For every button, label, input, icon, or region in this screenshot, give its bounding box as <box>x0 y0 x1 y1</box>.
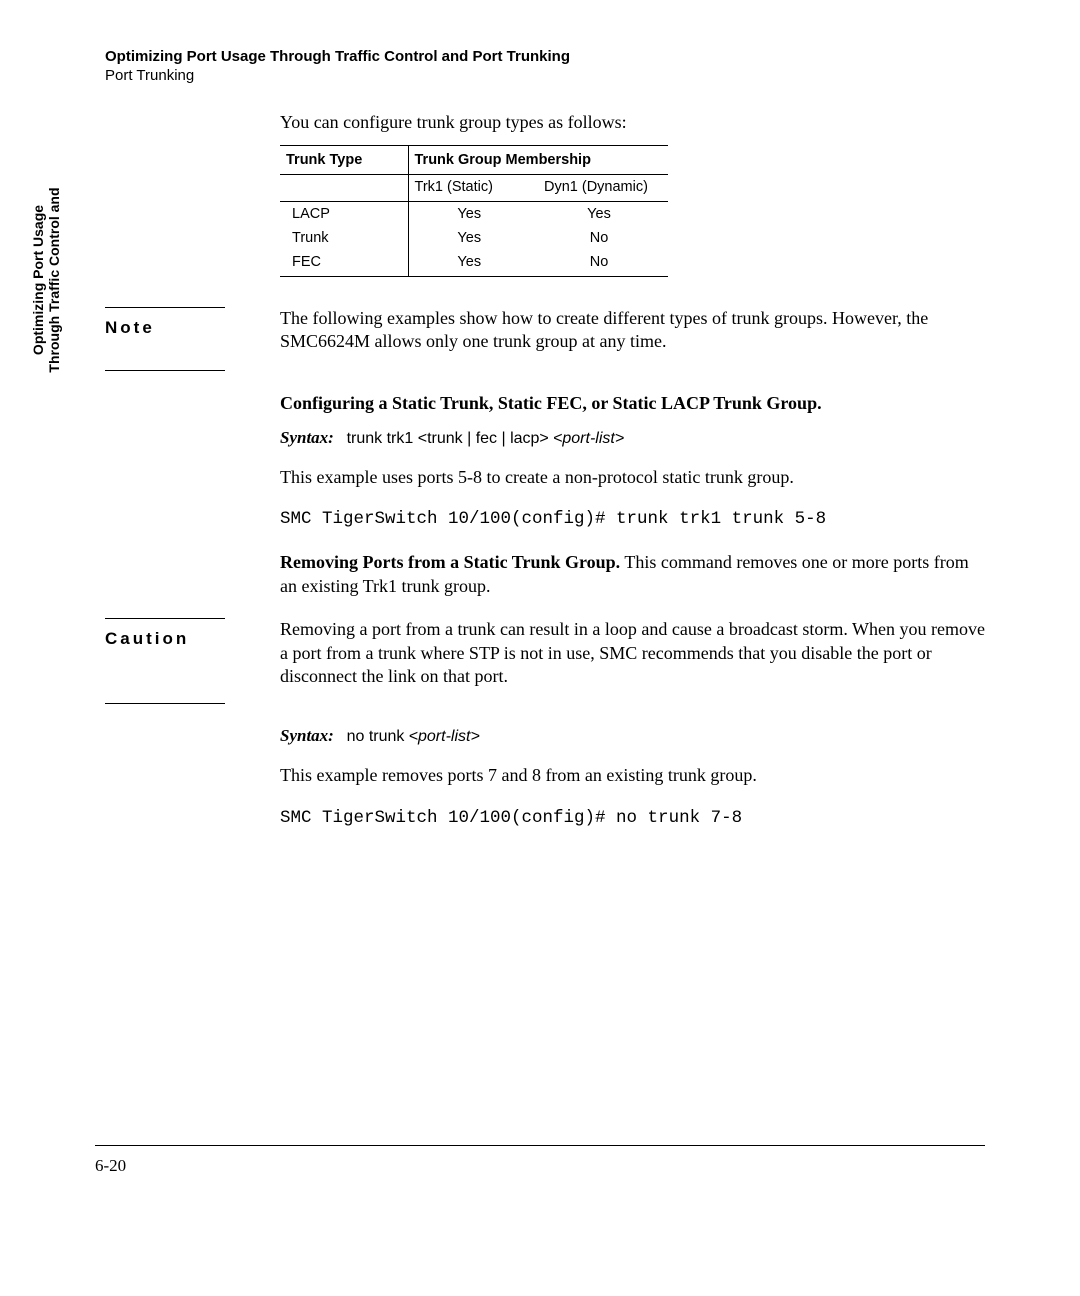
syntax-label: Syntax: <box>280 726 334 745</box>
table-cell-trk1: Yes <box>408 202 538 227</box>
table-row: LACP Yes Yes <box>280 202 668 227</box>
page-header: Optimizing Port Usage Through Traffic Co… <box>105 48 985 84</box>
code-example-2: SMC TigerSwitch 10/100(config)# no trunk… <box>280 808 985 828</box>
code-example-1: SMC TigerSwitch 10/100(config)# trunk tr… <box>280 509 985 529</box>
syntax-line-1: Syntax: trunk trk1 <trunk | fec | lacp> … <box>280 428 985 448</box>
syntax-line-2: Syntax: no trunk <port-list> <box>280 726 985 746</box>
table-subheader-dyn1: Dyn1 (Dynamic) <box>538 175 668 202</box>
section-heading-static: Configuring a Static Trunk, Static FEC, … <box>280 393 985 414</box>
syntax-label: Syntax: <box>280 428 334 447</box>
caution-text: Removing a port from a trunk can result … <box>280 618 985 704</box>
side-tab-line1: Optimizing Port Usage <box>30 205 46 355</box>
example-text-1: This example uses ports 5-8 to create a … <box>280 466 985 489</box>
note-block: Note The following examples show how to … <box>50 307 985 371</box>
note-label-wrap: Note <box>105 307 275 371</box>
page-number: 6-20 <box>95 1156 126 1176</box>
note-text: The following examples show how to creat… <box>280 307 985 371</box>
table-cell-trk1: Yes <box>408 250 538 277</box>
table-cell-type: Trunk <box>280 226 408 250</box>
syntax-command: no trunk <box>347 728 405 745</box>
intro-text: You can configure trunk group types as f… <box>280 112 985 133</box>
side-tab: Optimizing Port Usage Through Traffic Co… <box>30 170 62 390</box>
header-title: Optimizing Port Usage Through Traffic Co… <box>105 48 985 65</box>
removing-heading: Removing Ports from a Static Trunk Group… <box>280 552 620 572</box>
table-row: Trunk Yes No <box>280 226 668 250</box>
example-text-2: This example removes ports 7 and 8 from … <box>280 764 985 787</box>
table-cell-trk1: Yes <box>408 226 538 250</box>
footer-rule <box>95 1145 985 1146</box>
removing-ports-paragraph: Removing Ports from a Static Trunk Group… <box>280 551 985 598</box>
table-cell-dyn1: Yes <box>538 202 668 227</box>
table-header-type: Trunk Type <box>280 146 408 175</box>
header-subtitle: Port Trunking <box>105 67 985 84</box>
empty-cell <box>280 175 408 202</box>
syntax-param: <port-list> <box>409 728 480 745</box>
trunk-type-table: Trunk Type Trunk Group Membership Trk1 (… <box>280 145 668 277</box>
table-cell-type: FEC <box>280 250 408 277</box>
main-content: You can configure trunk group types as f… <box>280 112 985 277</box>
syntax-command: trunk trk1 <trunk | fec | lacp> <box>347 430 549 447</box>
table-subheader-trk1: Trk1 (Static) <box>408 175 538 202</box>
caution-label-wrap: Caution <box>105 618 275 704</box>
content-section: Configuring a Static Trunk, Static FEC, … <box>280 393 985 598</box>
caution-label: Caution <box>105 618 225 704</box>
side-tab-line2: Through Traffic Control and <box>46 187 62 372</box>
note-label: Note <box>105 307 225 371</box>
table-row: FEC Yes No <box>280 250 668 277</box>
table-cell-dyn1: No <box>538 226 668 250</box>
table-subheader-row: Trk1 (Static) Dyn1 (Dynamic) <box>280 175 668 202</box>
syntax-param: <port-list> <box>553 430 624 447</box>
content-section-2: Syntax: no trunk <port-list> This exampl… <box>280 726 985 827</box>
table-header-membership: Trunk Group Membership <box>408 146 668 175</box>
table-cell-dyn1: No <box>538 250 668 277</box>
table-header-row: Trunk Type Trunk Group Membership <box>280 146 668 175</box>
caution-block: Caution Removing a port from a trunk can… <box>50 618 985 704</box>
table-cell-type: LACP <box>280 202 408 227</box>
